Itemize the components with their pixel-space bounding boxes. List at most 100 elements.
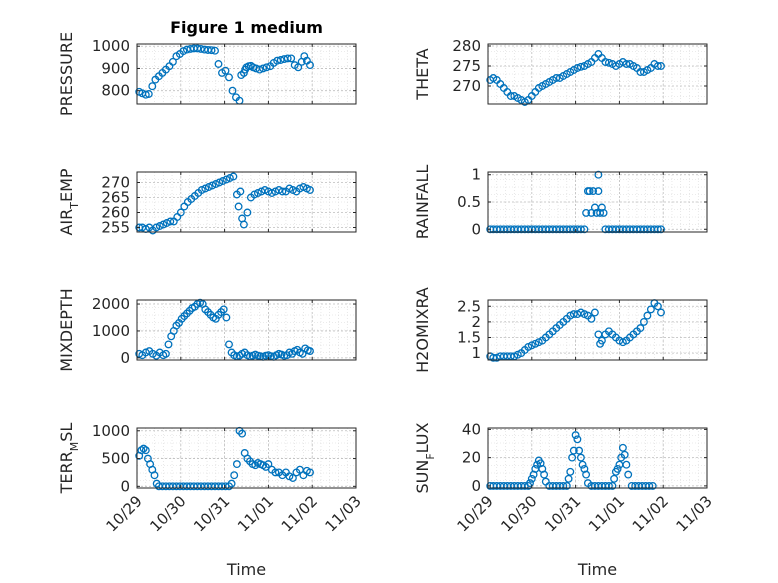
data-point — [597, 203, 606, 212]
y-axis-label: RAINFALL — [413, 165, 432, 240]
x-tick-label: 10/30 — [497, 492, 540, 535]
data-point — [590, 308, 599, 317]
y-axis-label: TERRMSL — [57, 423, 81, 495]
data-point — [566, 467, 575, 476]
y-axis-label: AIRTEMP — [57, 168, 81, 235]
data-point — [141, 446, 150, 455]
data-point — [214, 60, 223, 68]
data-point — [306, 61, 314, 70]
data-point — [585, 187, 594, 196]
data-point — [564, 474, 573, 483]
x-axis-label: Time — [577, 560, 617, 579]
series-points — [135, 298, 314, 361]
subplot-h2omixra: 11.522.5 H2OMIXRA — [413, 287, 708, 373]
data-point — [575, 446, 584, 455]
data-point — [653, 302, 662, 311]
subplot-sun-flux: 0 20 40 10/29 10/30 10/31 11/01 11/02 11/03 Time S… — [413, 420, 716, 579]
data-point — [164, 340, 173, 349]
data-point — [228, 86, 237, 95]
y-tick-label: 1000 — [92, 322, 130, 340]
y-tick-label: 275 — [452, 57, 481, 75]
y-tick-label: 0 — [471, 220, 481, 238]
data-point — [653, 225, 662, 234]
y-tick-label: 20 — [462, 449, 481, 467]
y-axis-label: SUNFLUX — [413, 422, 437, 493]
data-point — [540, 470, 549, 479]
y-tick-label: 260 — [101, 204, 130, 222]
data-point — [271, 468, 280, 477]
data-point — [306, 347, 314, 356]
data-point — [219, 305, 228, 314]
y-tick-label: 265 — [101, 189, 130, 207]
x-tick-label: 11/01 — [234, 492, 277, 535]
data-point — [243, 208, 252, 217]
data-point — [225, 340, 233, 349]
data-point — [601, 58, 610, 66]
y-tick-label: 2.5 — [457, 297, 481, 315]
y-tick-label: 800 — [101, 82, 130, 100]
data-point — [239, 220, 248, 229]
data-point — [166, 217, 175, 226]
data-point — [569, 446, 578, 455]
data-point — [587, 208, 596, 217]
data-point — [207, 46, 216, 55]
data-point — [624, 470, 633, 479]
data-point — [489, 353, 498, 362]
data-point — [582, 208, 591, 217]
data-point — [597, 336, 606, 345]
data-point — [526, 479, 534, 488]
y-tick-label: 1 — [471, 166, 481, 184]
data-point — [578, 460, 587, 469]
data-point — [568, 453, 577, 462]
data-point — [225, 73, 233, 82]
data-point — [569, 310, 578, 319]
series-points — [135, 44, 314, 105]
subplot-pressure: 800 900 1000 PRESSURE Figure 1 medium — [57, 18, 357, 116]
data-point — [533, 460, 542, 469]
data-point — [562, 481, 571, 490]
data-point — [657, 308, 665, 317]
data-point — [622, 60, 631, 68]
data-point — [218, 177, 227, 185]
data-point — [608, 481, 617, 490]
x-tick-label: 11/03 — [322, 492, 365, 535]
data-point — [137, 446, 146, 455]
x-tick-label: 10/30 — [146, 492, 189, 535]
x-axis-label: Time — [226, 560, 266, 579]
y-axis-label: THETA — [413, 48, 432, 100]
minor-grid — [137, 300, 356, 360]
subplot-rainfall: 0 0.5 1 RAINFALL — [413, 165, 708, 240]
chart-title: Figure 1 medium — [170, 18, 323, 37]
y-tick-label: 270 — [452, 77, 481, 95]
series-points — [135, 172, 314, 235]
data-point — [646, 305, 655, 314]
data-point — [255, 65, 264, 74]
data-point — [506, 92, 515, 100]
y-tick-label: 500 — [101, 450, 130, 468]
data-point — [576, 62, 585, 71]
data-point — [176, 208, 185, 217]
data-point — [645, 481, 654, 490]
data-point — [144, 90, 153, 98]
data-point — [306, 186, 314, 194]
y-tick-label: 0 — [120, 349, 130, 367]
data-point — [576, 453, 585, 462]
x-tick-label: 10/29 — [454, 492, 497, 535]
data-point — [288, 474, 297, 482]
data-point — [604, 481, 613, 490]
subplot-terr-msl: 0 500 1000 10/29 10/30 10/31 11/01 11/02 11/03 Ti… — [57, 422, 365, 579]
data-point — [139, 444, 148, 453]
x-tick-label: 11/02 — [278, 492, 321, 535]
data-point — [643, 311, 652, 320]
axes-box — [487, 43, 708, 105]
data-point — [653, 62, 662, 70]
axes-box — [487, 299, 708, 361]
data-point — [273, 56, 282, 65]
data-point — [229, 172, 238, 181]
y-axis-label: H2OMIXRA — [413, 287, 432, 373]
data-point — [594, 170, 603, 179]
series-points — [486, 431, 657, 490]
data-point — [222, 313, 231, 322]
data-point — [604, 58, 613, 67]
